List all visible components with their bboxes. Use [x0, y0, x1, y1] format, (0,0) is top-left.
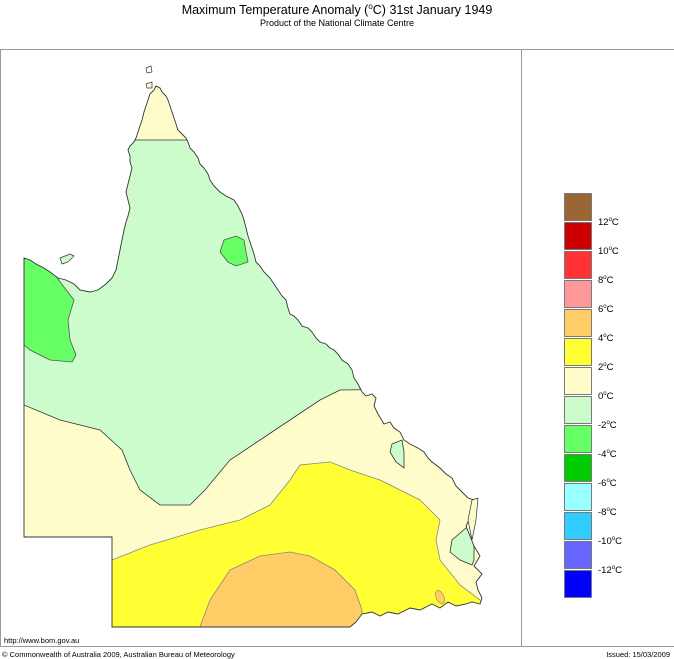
legend-swatch-2-4 — [564, 338, 592, 366]
bom-url-link[interactable]: http://www.bom.gov.au — [4, 636, 80, 645]
legend-swatch-0-2 — [564, 367, 592, 395]
legend-swatch-minus12-minus10 — [564, 541, 592, 569]
zone-minus2-to-0-gladstone — [389, 439, 405, 469]
title-text: Maximum Temperature Anomaly ( — [181, 3, 369, 18]
legend-label-12: 12oC — [598, 217, 619, 229]
legend-label-0: 0oC — [598, 391, 614, 403]
legend-swatch-8-10 — [564, 251, 592, 279]
copyright-notice: © Commonwealth of Australia 2009, Austra… — [2, 650, 235, 659]
zone-4-to-6-pocket — [435, 590, 445, 604]
legend-swatch-minus10-minus8 — [564, 512, 592, 540]
mornington-island — [59, 253, 75, 265]
fraser-island — [467, 497, 479, 541]
title-date: C) 31st January 1949 — [372, 3, 493, 18]
degree-symbol: o — [368, 2, 373, 11]
legend-swatch-minus6-minus4 — [564, 454, 592, 482]
legend-label-minus10: -10oC — [598, 536, 622, 548]
torres-island-2 — [145, 81, 153, 89]
zone-minus4-to-minus2-nw — [24, 249, 77, 363]
legend-label-10: 10oC — [598, 246, 619, 258]
legend-label-8: 8oC — [598, 275, 614, 287]
legend-swatch-minus4-minus2 — [564, 425, 592, 453]
legend-label-minus8: -8oC — [598, 507, 617, 519]
legend-label-4: 4oC — [598, 333, 614, 345]
frame-left-border — [0, 49, 1, 647]
torres-island-1 — [145, 65, 153, 74]
zone-minus4-to-minus2-cairns — [219, 235, 249, 267]
legend-divider — [521, 49, 522, 647]
legend-swatch-10-12 — [564, 222, 592, 250]
legend-swatch-minus8-minus6 — [564, 483, 592, 511]
legend-swatch-below-minus12 — [564, 570, 592, 598]
legend-swatch-above-12 — [564, 193, 592, 221]
legend-swatch-6-8 — [564, 280, 592, 308]
legend-label-minus12: -12oC — [598, 565, 622, 577]
legend-scale — [564, 193, 592, 599]
legend-swatch-minus2-0 — [564, 396, 592, 424]
map-title: Maximum Temperature Anomaly (oC) 31st Ja… — [0, 2, 674, 17]
legend-swatch-4-6 — [564, 309, 592, 337]
map-frame — [0, 49, 674, 647]
legend-label-2: 2oC — [598, 362, 614, 374]
issued-date: Issued: 15/03/2009 — [606, 650, 670, 659]
legend-label-minus2: -2oC — [598, 420, 617, 432]
map-subtitle: Product of the National Climate Centre — [259, 18, 415, 28]
legend-label-6: 6oC — [598, 304, 614, 316]
legend-label-minus6: -6oC — [598, 478, 617, 490]
legend-label-minus4: -4oC — [598, 449, 617, 461]
